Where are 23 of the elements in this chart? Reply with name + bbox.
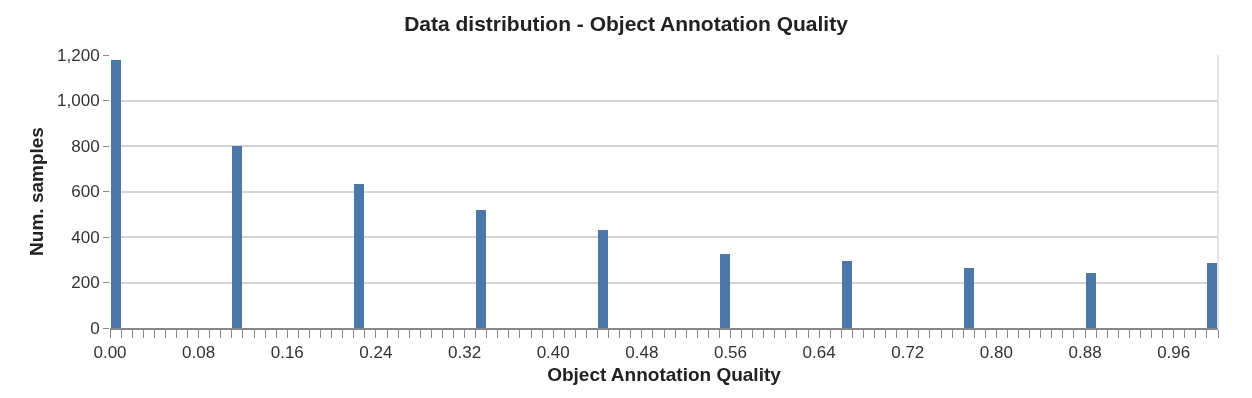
x-tick-label: 0.40: [536, 343, 570, 363]
x-tick-label: 0.16: [270, 343, 304, 363]
x-tick-label: 0.32: [448, 343, 482, 363]
x-tick-label: 0.00: [93, 343, 127, 363]
x-tick-label: 0.48: [625, 343, 659, 363]
y-tick-label: 1,000: [57, 91, 100, 111]
y-tick-label: 1,200: [57, 45, 100, 65]
x-tick-label: 0.56: [713, 343, 748, 363]
y-tick-label: 400: [71, 227, 100, 247]
x-axis-title: Object Annotation Quality: [547, 363, 782, 385]
y-tick-label: 800: [71, 136, 100, 156]
chart-title: Data distribution - Object Annotation Quality: [404, 11, 849, 35]
x-tick-label: 0.64: [802, 343, 836, 363]
x-tick-label: 0.80: [979, 343, 1013, 363]
x-tick-label: 0.96: [1157, 343, 1191, 363]
x-tick-label: 0.08: [182, 343, 216, 363]
y-tick-label: 0: [90, 318, 100, 338]
x-tick-label: 0.88: [1068, 343, 1102, 363]
x-tick-label: 0.72: [891, 343, 925, 363]
x-tick-label: 0.24: [359, 343, 393, 363]
y-tick-label: 200: [71, 273, 100, 293]
y-tick-label: 600: [71, 182, 100, 202]
y-axis-title: Num. samples: [25, 127, 47, 256]
